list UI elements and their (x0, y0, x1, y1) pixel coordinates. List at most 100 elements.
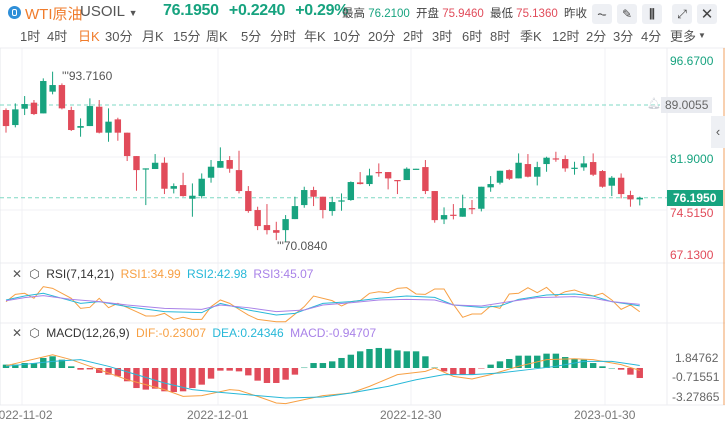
candle-body (552, 158, 560, 160)
price-axis-label: 74.5150 (670, 206, 714, 220)
macd-histogram-bar (440, 368, 448, 372)
macd-histogram-bar (403, 351, 410, 368)
timeframe-tab[interactable]: 更多 (670, 29, 697, 44)
timeframe-tab[interactable]: 10分 (333, 29, 361, 44)
timeframe-tab[interactable]: 3分 (613, 29, 634, 44)
price-axis-label: 67.1300 (670, 248, 714, 262)
candle-body (617, 177, 625, 195)
timeframe-tab[interactable]: 5分 (241, 29, 262, 44)
rsi2-value: RSI2:42.98 (187, 267, 248, 281)
candle-body (329, 202, 336, 212)
timeframe-tab[interactable]: 20分 (368, 29, 396, 44)
timeframe-tab[interactable]: 4分 (641, 29, 662, 44)
quote-header: WTI原油 USOIL ▼ 76.1950 +0.2240 +0.29% 最高 … (0, 0, 725, 26)
macd-histogram-bar (552, 353, 560, 368)
candle-body (170, 186, 177, 189)
candle-body (412, 168, 420, 170)
candle-body (30, 102, 38, 115)
high-annotation-value: 93.7160 (68, 69, 113, 83)
candle-body (133, 156, 140, 171)
candle-body (627, 195, 634, 200)
candle-body (571, 167, 578, 169)
macd-histogram-bar (496, 361, 504, 368)
timeframe-tab[interactable]: 8时 (490, 29, 511, 44)
candle-body (375, 172, 382, 174)
timeframe-tab[interactable]: 分时 (270, 29, 297, 44)
timeframe-tab[interactable]: 2分 (586, 29, 607, 44)
price-change: +0.2240 (228, 2, 286, 19)
timeframe-tab[interactable]: 年K (304, 29, 326, 44)
macd-histogram-bar (375, 347, 382, 368)
timeframe-tab[interactable]: 4时 (47, 29, 68, 44)
collapse-panel-button[interactable]: ‹ (711, 116, 725, 148)
alert-price-tag[interactable]: 89.0055 (661, 97, 713, 113)
macd-histogram-bar (356, 351, 364, 368)
timeframe-tab[interactable]: 月K (142, 29, 164, 44)
draw-button[interactable]: ✎ (617, 4, 637, 24)
timeframe-tab[interactable]: 周K (206, 29, 228, 44)
candle-body (310, 190, 317, 197)
close-indicator-icon[interactable]: ✕ (12, 267, 23, 281)
macd-axis-label: -3.27865 (672, 390, 720, 404)
candle-body (468, 208, 476, 210)
instrument-name[interactable]: WTI原油 (25, 6, 83, 23)
candle-body (608, 177, 615, 186)
rsi-header: ✕ ⬡ RSI(7,14,21) RSI1:34.99 RSI2:42.98 R… (12, 267, 313, 281)
candle-body (226, 160, 233, 169)
macd-histogram-bar (170, 368, 177, 393)
candle-type-button[interactable]: ⫼ (642, 4, 662, 24)
symbol-selector[interactable]: USOIL ▼ (80, 3, 138, 20)
timeframe-tab[interactable]: 日K (78, 29, 100, 44)
close-button[interactable]: ✕ (697, 4, 717, 24)
macd-histogram-bar (301, 367, 308, 369)
macd-histogram-bar (366, 349, 373, 368)
macd-histogram-bar (412, 351, 420, 368)
settings-hex-icon[interactable]: ⬡ (29, 326, 40, 340)
timeframe-tab[interactable]: 30分 (105, 29, 133, 44)
candle-type-icon: ⫼ (649, 6, 655, 21)
candle-body (58, 85, 66, 109)
settings-hex-icon[interactable]: ⬡ (29, 267, 40, 281)
candle-body (338, 200, 345, 202)
macd-histogram-bar (608, 368, 615, 369)
macd-histogram-bar (133, 368, 140, 389)
timeframe-tab[interactable]: 3时 (432, 29, 453, 44)
candle-body (431, 191, 438, 221)
low-value: 75.1360 (516, 8, 558, 20)
candle-body (189, 195, 196, 199)
chevron-left-icon: ‹ (715, 124, 721, 139)
macd-histogram-bar (617, 368, 625, 370)
macd-histogram-bar (151, 368, 159, 389)
candle-body (282, 219, 289, 231)
macd-histogram-bar (40, 357, 47, 368)
prev-close-label: 昨收 (563, 8, 587, 20)
macd-histogram-bar (599, 366, 606, 368)
macd-histogram-bar (450, 368, 457, 375)
timeframe-tab[interactable]: 1时 (20, 29, 41, 44)
timeframe-tab[interactable]: 12时 (552, 29, 580, 44)
current-price-tag: 76.1950 (667, 190, 724, 206)
timeframe-tab[interactable]: 6时 (462, 29, 483, 44)
macd-histogram-bar (394, 350, 401, 368)
date-label: 2022-12-30 (380, 408, 442, 422)
fullscreen-button[interactable]: ⤢ (672, 4, 692, 24)
macd-histogram-bar (105, 368, 112, 375)
timeframe-tab[interactable]: 季K (520, 29, 542, 44)
bell-icon[interactable]: 🔔︎ (647, 98, 661, 110)
timeframe-tab[interactable]: 15分 (173, 29, 201, 44)
timeframe-tab[interactable]: 2时 (403, 29, 424, 44)
low-annotation: '''70.0840 (277, 239, 328, 253)
candle-body (347, 182, 355, 201)
candle-body (589, 162, 597, 175)
macd-histogram-bar (235, 368, 243, 372)
close-indicator-icon[interactable]: ✕ (12, 326, 23, 340)
candle-body (580, 163, 588, 168)
indicator-button[interactable]: ⏦ (592, 4, 612, 24)
dea-line (5, 359, 640, 399)
close-icon: ✕ (700, 6, 714, 23)
macd-histogram-bar (562, 357, 569, 368)
price-axis-label: 96.6700 (670, 54, 714, 68)
candle-body (403, 168, 410, 181)
candle-body (599, 171, 606, 187)
